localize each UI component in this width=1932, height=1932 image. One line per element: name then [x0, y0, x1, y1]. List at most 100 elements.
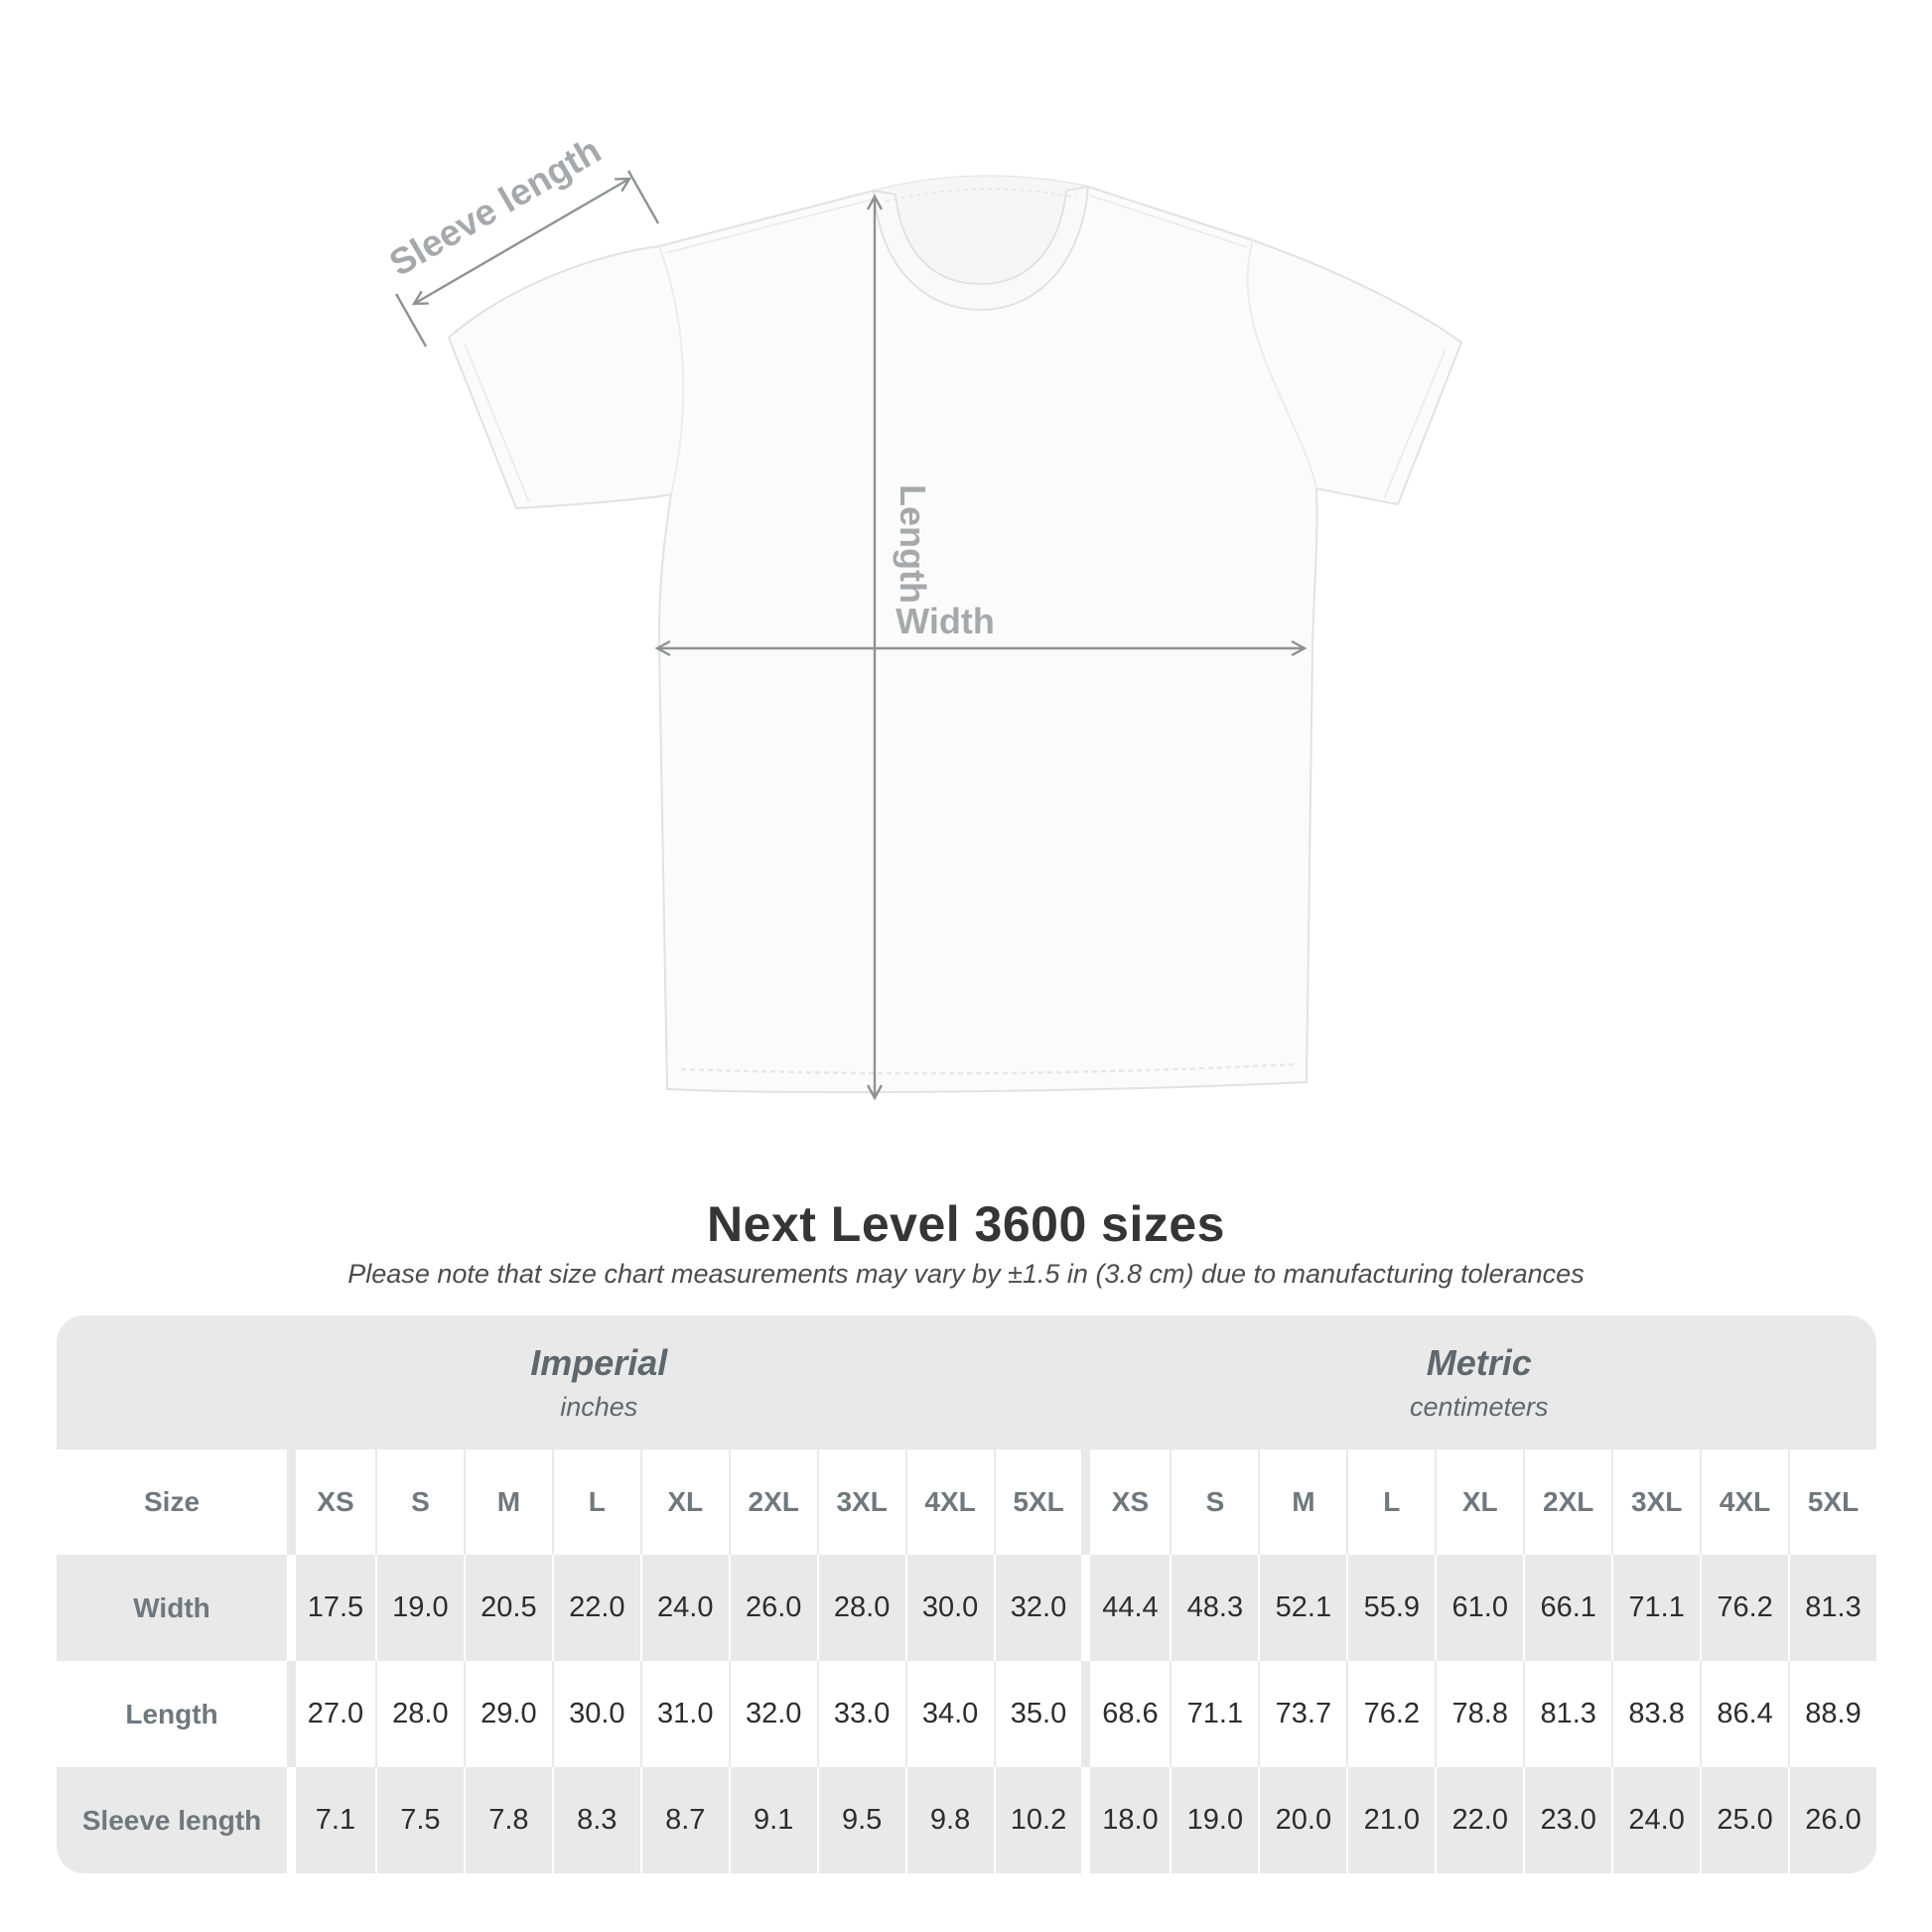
value-cell: 10.2: [993, 1767, 1082, 1873]
tshirt-body: [447, 175, 1463, 1094]
value-cell: 17.5: [287, 1555, 375, 1661]
value-cell: 68.6: [1081, 1661, 1171, 1767]
width-label: Width: [896, 601, 995, 641]
value-cell: 9.1: [728, 1767, 817, 1873]
value-cell: 32.0: [993, 1555, 1082, 1661]
value-cell: 44.4: [1081, 1555, 1171, 1661]
unit-band: Imperial inches Metric centimeters: [57, 1315, 1876, 1449]
value-cell: 26.0: [728, 1555, 817, 1661]
size-table: Imperial inches Metric centimeters Size X…: [57, 1315, 1876, 1873]
size-header-cell: XL: [1435, 1449, 1523, 1555]
size-header-cell: 3XL: [1611, 1449, 1700, 1555]
size-header-cell: XS: [1081, 1449, 1170, 1555]
page-subtitle: Please note that size chart measurements…: [347, 1259, 1585, 1289]
value-cell: 61.0: [1435, 1555, 1524, 1661]
sleeve-length-label: Sleeve length: [382, 129, 608, 283]
value-cell: 8.3: [551, 1767, 640, 1873]
size-header-cell: M: [463, 1449, 552, 1555]
value-cell: 22.0: [1435, 1767, 1524, 1873]
value-cell: 26.0: [1788, 1767, 1876, 1873]
sleeve-arrow-tick-left: [394, 293, 428, 347]
value-cell: 33.0: [816, 1661, 905, 1767]
value-cell: 73.7: [1258, 1661, 1347, 1767]
size-header-cell: L: [1346, 1449, 1435, 1555]
cuff-stitch-right: [1383, 348, 1447, 499]
value-cell: 9.8: [904, 1767, 994, 1873]
value-cell: 71.1: [1170, 1661, 1259, 1767]
value-cell: 76.2: [1700, 1555, 1789, 1661]
value-cell: 76.2: [1346, 1661, 1436, 1767]
value-cell: 21.0: [1346, 1767, 1436, 1873]
row-label: Length: [57, 1661, 287, 1767]
value-cell: 18.0: [1081, 1767, 1171, 1873]
sleeve-arrow-tick-right: [626, 170, 660, 224]
value-cell: 48.3: [1170, 1555, 1259, 1661]
shoulder-seam-right: [1089, 195, 1248, 248]
value-cell: 24.0: [1611, 1767, 1701, 1873]
value-cell: 83.8: [1611, 1661, 1701, 1767]
imperial-group: Imperial inches: [57, 1315, 1082, 1449]
row-label: Sleeve length: [57, 1767, 287, 1873]
value-cell: 9.5: [816, 1767, 905, 1873]
value-cell: 31.0: [639, 1661, 729, 1767]
value-cell: 28.0: [816, 1555, 905, 1661]
value-cell: 66.1: [1523, 1555, 1612, 1661]
size-header-cell: S: [374, 1449, 464, 1555]
value-cell: 86.4: [1700, 1661, 1789, 1767]
table-row: Sleeve length 7.1 7.5 7.8 8.3 8.7 9.1 9.5 9.8 10.…: [57, 1767, 1876, 1873]
size-header-cell: M: [1258, 1449, 1346, 1555]
size-header-cell: XL: [639, 1449, 729, 1555]
size-header-cell: XS: [287, 1449, 375, 1555]
value-cell: 30.0: [551, 1661, 640, 1767]
size-header-cell: 4XL: [1700, 1449, 1788, 1555]
value-cell: 22.0: [551, 1555, 640, 1661]
collar-stitch: [885, 188, 1077, 203]
value-cell: 30.0: [904, 1555, 994, 1661]
value-cell: 7.5: [374, 1767, 464, 1873]
value-cell: 71.1: [1611, 1555, 1701, 1661]
metric-title: Metric: [1426, 1342, 1532, 1383]
value-cell: 29.0: [463, 1661, 552, 1767]
metric-group: Metric centimeters: [1082, 1315, 1877, 1449]
value-cell: 8.7: [639, 1767, 729, 1873]
value-cell: 35.0: [993, 1661, 1082, 1767]
value-cell: 23.0: [1523, 1767, 1612, 1873]
armhole-seam-right: [1246, 239, 1317, 489]
size-header-cell: 5XL: [993, 1449, 1082, 1555]
value-cell: 7.8: [463, 1767, 552, 1873]
table-rows: Size XS S M L XL 2XL 3XL 4XL 5XL XS S M L XL 2XL 3XL 4XL 5…: [57, 1449, 1876, 1873]
size-header-cell: 2XL: [1523, 1449, 1611, 1555]
tshirt-measurement-diagram: Sleeve length Length Width: [382, 129, 1463, 1101]
row-label: Width: [57, 1555, 287, 1661]
imperial-title: Imperial: [530, 1342, 668, 1383]
metric-unit: centimeters: [1409, 1392, 1549, 1422]
cuff-stitch-left: [464, 343, 530, 503]
size-header-cell: 2XL: [728, 1449, 817, 1555]
size-header-cell: S: [1170, 1449, 1258, 1555]
value-cell: 20.5: [463, 1555, 552, 1661]
value-cell: 24.0: [639, 1555, 729, 1661]
hem-stitch: [680, 1062, 1294, 1075]
value-cell: 52.1: [1258, 1555, 1347, 1661]
value-cell: 20.0: [1258, 1767, 1347, 1873]
value-cell: 19.0: [1170, 1767, 1259, 1873]
value-cell: 34.0: [904, 1661, 994, 1767]
shoulder-seam-left: [664, 199, 873, 254]
size-header-cell: L: [551, 1449, 640, 1555]
value-cell: 28.0: [374, 1661, 464, 1767]
size-header-cell: 5XL: [1788, 1449, 1876, 1555]
row-label: Size: [143, 1486, 201, 1517]
value-cell: 19.0: [374, 1555, 464, 1661]
value-cell: 27.0: [287, 1661, 375, 1767]
value-cell: 88.9: [1788, 1661, 1876, 1767]
value-cell: 81.3: [1523, 1661, 1612, 1767]
value-cell: 7.1: [287, 1767, 375, 1873]
table-row: Width 17.5 19.0 20.5 22.0 24.0 26.0 28.0 30.0 32.…: [57, 1555, 1876, 1661]
table-row: Size XS S M L XL 2XL 3XL 4XL 5XL XS S M L XL 2XL 3XL 4XL 5…: [57, 1449, 1876, 1555]
collar-band: [873, 185, 1089, 311]
table-row: Length 27.0 28.0 29.0 30.0 31.0 32.0 33.0 34.0 35…: [57, 1661, 1876, 1767]
sleeve-length-arrow: [411, 177, 632, 306]
value-cell: 55.9: [1346, 1555, 1436, 1661]
armhole-seam-left: [658, 245, 685, 495]
